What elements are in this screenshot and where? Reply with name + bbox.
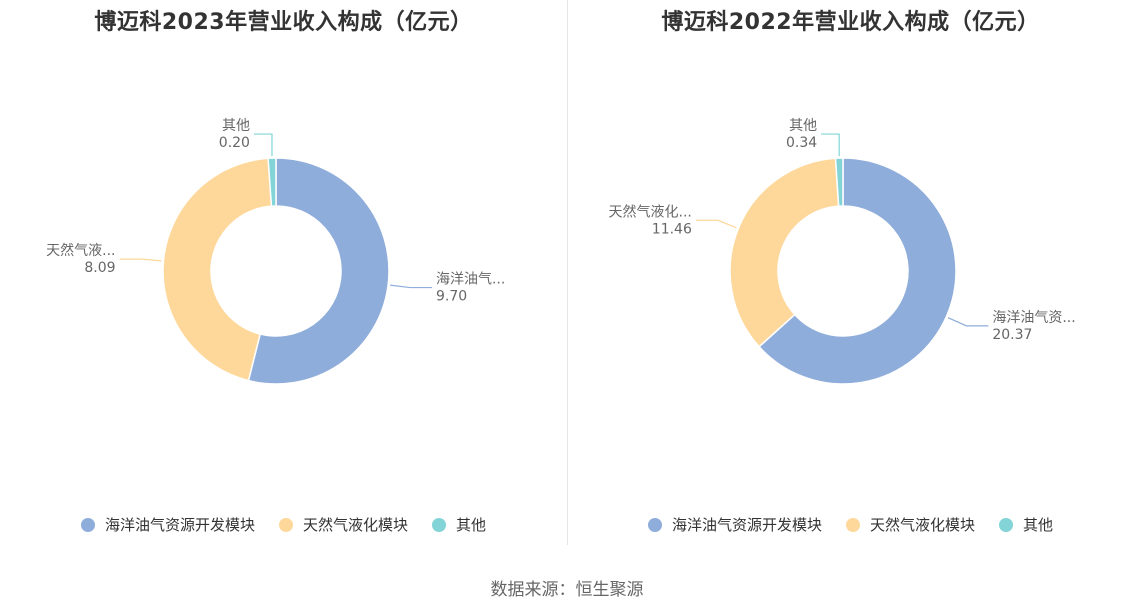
legend-2022: 海洋油气资源开发模块 天然气液化模块 其他 xyxy=(567,514,1134,535)
legend-dot-offshore xyxy=(80,517,95,532)
slice-value-lng: 11.46 xyxy=(652,221,692,237)
legend-item-lng[interactable]: 天然气液化模块 xyxy=(278,514,408,535)
chart-title-2023: 博迈科2023年营业收入构成（亿元） xyxy=(94,10,473,35)
slice-label-other: 其他 xyxy=(222,118,250,134)
panel-divider xyxy=(567,0,568,545)
slice-offshore[interactable] xyxy=(247,157,390,385)
slice-value-lng: 8.09 xyxy=(84,260,115,276)
slice-other[interactable] xyxy=(834,157,844,207)
legend-item-offshore[interactable]: 海洋油气资源开发模块 xyxy=(647,514,822,535)
leader-line-offshore xyxy=(390,284,432,289)
data-source-note: 数据来源：恒生聚源 xyxy=(490,580,644,600)
slice-label-offshore: 海洋油气... xyxy=(436,272,505,288)
legend-label-offshore: 海洋油气资源开发模块 xyxy=(671,516,822,534)
leader-line-lng xyxy=(695,219,737,229)
legend-label-lng: 天然气液化模块 xyxy=(869,516,975,534)
leader-line-other xyxy=(821,133,840,157)
legend-2023: 海洋油气资源开发模块 天然气液化模块 其他 xyxy=(0,514,567,535)
slice-value-offshore: 20.37 xyxy=(992,327,1032,343)
slice-offshore[interactable] xyxy=(758,157,957,385)
slice-label-offshore: 海洋油气资... xyxy=(992,310,1075,326)
legend-dot-other xyxy=(999,517,1013,532)
legend-label-other: 其他 xyxy=(456,516,487,534)
legend-dot-other xyxy=(432,517,446,532)
slice-value-other: 0.20 xyxy=(219,135,250,151)
chart-panel-2022: 博迈科2022年营业收入构成（亿元） 海洋油气资... 20.37 天然气液化...… xyxy=(567,0,1134,560)
chart-panel-2023: 博迈科2023年营业收入构成（亿元） 海洋油气... 9.70 天然气液... 8.0… xyxy=(0,0,567,560)
legend-label-lng: 天然气液化模块 xyxy=(302,516,408,534)
slice-value-offshore: 9.70 xyxy=(436,289,467,305)
slice-label-lng: 天然气液化... xyxy=(609,203,692,220)
slice-other[interactable] xyxy=(267,157,277,207)
leader-line-other xyxy=(253,133,273,157)
slice-label-lng: 天然气液... xyxy=(46,242,115,259)
slice-lng[interactable] xyxy=(162,157,273,382)
donut-chart-2022: 海洋油气资...20.37 天然气液化...11.46 其他0.34 xyxy=(609,118,1076,385)
legend-dot-offshore xyxy=(647,517,662,532)
leader-line-lng xyxy=(119,258,162,262)
legend-item-lng[interactable]: 天然气液化模块 xyxy=(845,514,975,535)
legend-label-offshore: 海洋油气资源开发模块 xyxy=(104,516,255,534)
legend-item-other[interactable]: 其他 xyxy=(999,514,1053,535)
slice-lng[interactable] xyxy=(729,157,840,348)
slice-value-other: 0.34 xyxy=(786,135,817,151)
donut-chart-2023: 海洋油气...9.70 天然气液...8.09 其他0.20 xyxy=(46,118,505,385)
slice-label-other: 其他 xyxy=(789,118,817,134)
legend-dot-lng xyxy=(845,517,860,532)
legend-dot-lng xyxy=(278,517,293,532)
leader-line-offshore xyxy=(947,317,989,327)
legend-item-offshore[interactable]: 海洋油气资源开发模块 xyxy=(80,514,255,535)
chart-title-2022: 博迈科2022年营业收入构成（亿元） xyxy=(661,10,1040,35)
legend-item-other[interactable]: 其他 xyxy=(432,514,486,535)
legend-label-other: 其他 xyxy=(1023,516,1054,534)
